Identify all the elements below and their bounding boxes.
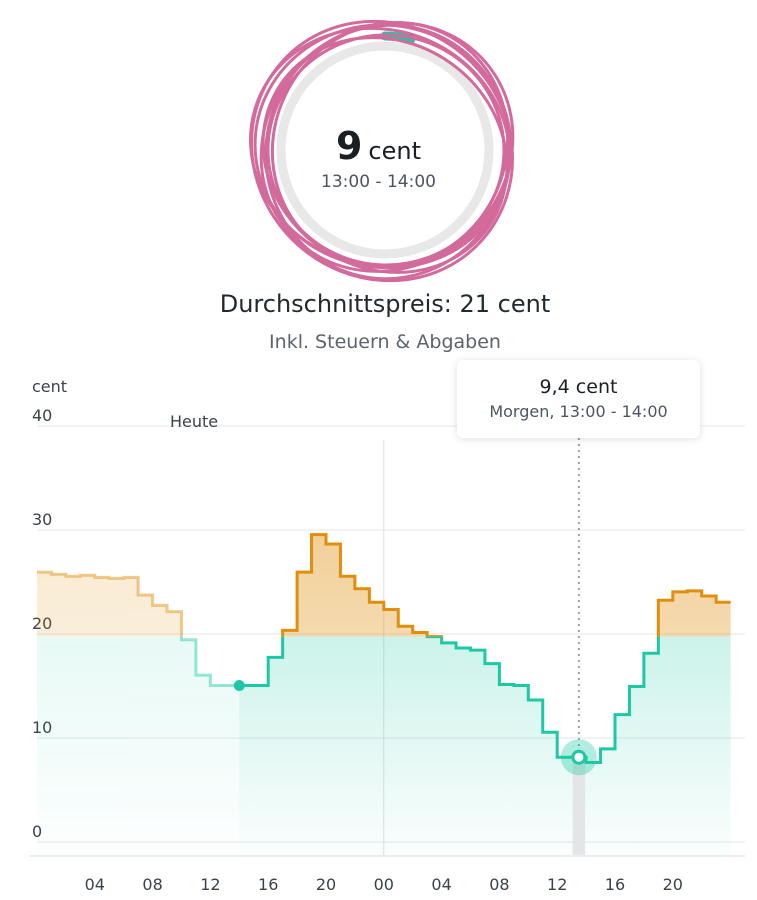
x-tick-label: 20 [663, 875, 683, 894]
tooltip-time: Morgen, 13:00 - 14:00 [489, 402, 668, 421]
tooltip-value: 9,4 cent [539, 376, 618, 398]
x-tick-label: 00 [374, 875, 394, 894]
selected-hour-bar [572, 757, 586, 855]
x-tick-label: 16 [605, 875, 625, 894]
scribble-stroke [259, 21, 515, 273]
area-above-average [282, 534, 731, 637]
x-tick-label: 12 [547, 875, 567, 894]
price-gauge [249, 19, 515, 283]
y-tick-label: 40 [32, 406, 52, 425]
y-axis-label: cent [32, 377, 67, 396]
series-line-above [37, 570, 183, 637]
current-price-value: 9 [335, 124, 363, 168]
x-tick-label: 08 [142, 875, 162, 894]
area-below-average [239, 636, 731, 855]
scribble-stroke [266, 33, 506, 267]
chart-tooltip: 9,4 cent Morgen, 13:00 - 14:00 [457, 360, 700, 438]
tax-note: Inkl. Steuern & Abgaben [269, 331, 501, 353]
current-price-time: 13:00 - 14:00 [321, 172, 436, 192]
x-tick-label: 08 [489, 875, 509, 894]
price-chart[interactable]: 010203040centHeute0408121620000408121620 [0, 360, 757, 900]
current-time-point [233, 679, 245, 691]
x-tick-label: 20 [316, 875, 336, 894]
scribble-stroke [250, 19, 514, 283]
line-group [37, 570, 240, 687]
line-group [239, 533, 731, 764]
gauge-track [276, 41, 494, 259]
area-group [37, 572, 240, 855]
series-line-above [281, 533, 731, 637]
area-group [239, 534, 731, 855]
x-tick-label: 16 [258, 875, 278, 894]
day-label: Heute [170, 412, 218, 431]
area-above-average [37, 572, 182, 637]
series-line-below [239, 636, 660, 764]
average-price: Durchschnittspreis: 21 cent [219, 290, 551, 318]
y-tick-label: 30 [32, 510, 52, 529]
scribble-stroke [261, 36, 509, 274]
current-price: 9 cent [0, 124, 757, 168]
area-below-average [37, 636, 240, 855]
x-tick-label: 04 [431, 875, 451, 894]
current-price-unit: cent [368, 137, 422, 165]
scribble-mark [249, 19, 515, 283]
selected-point[interactable] [571, 749, 587, 765]
x-tick-label: 12 [200, 875, 220, 894]
x-tick-label: 04 [85, 875, 105, 894]
